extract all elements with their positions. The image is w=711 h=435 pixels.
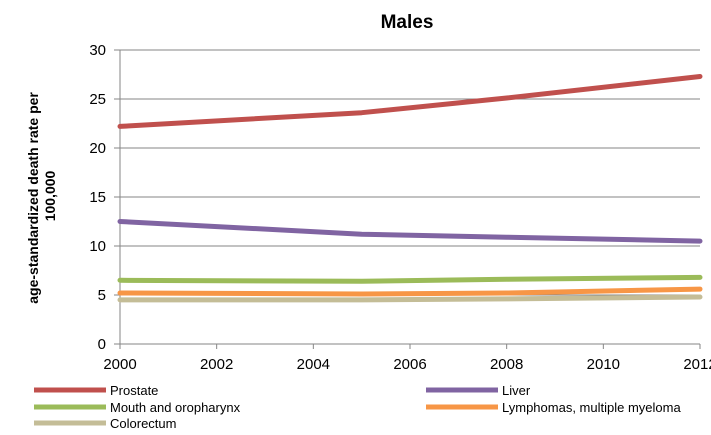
y-tick-label: 0: [98, 336, 106, 353]
series-line-mouth-and-oropharynx: [117, 274, 703, 284]
legend-label-colorectum: Colorectum: [110, 416, 176, 431]
series-line-lymphomas-multiple-myeloma: [117, 286, 703, 297]
x-tick-label: 2008: [490, 356, 523, 373]
axes: [114, 49, 701, 349]
legend-label-prostate: Prostate: [110, 383, 158, 398]
x-tick-label: 2006: [393, 356, 426, 373]
series-line-liver: [117, 219, 703, 244]
y-axis-label-line-2: 100,000: [42, 170, 58, 221]
x-tick-labels: 2000 2002 2004 2006 2008 2010 2012: [103, 356, 711, 373]
series-line-colorectum: [117, 294, 703, 303]
legend-label-liver: Liver: [502, 383, 531, 398]
series-lines: [117, 74, 703, 303]
series-line-prostate: [117, 74, 703, 129]
y-axis-label: age-standardized death rate per 100,000: [25, 88, 58, 304]
legend-label-mouth-and-oropharynx: Mouth and oropharynx: [110, 400, 241, 415]
y-tick-labels: 0 5 10 15 20 25 30: [89, 42, 106, 353]
y-tick-label: 30: [89, 42, 106, 59]
y-tick-label: 15: [89, 189, 106, 206]
y-tick-label: 5: [98, 287, 106, 304]
y-tick-label: 10: [89, 238, 106, 255]
x-tick-label: 2000: [103, 356, 136, 373]
y-tick-label: 25: [89, 91, 106, 108]
x-tick-label: 2012: [683, 356, 711, 373]
legend: Prostate Liver Mouth and oropharynx Lymphom…: [34, 383, 681, 431]
x-tick-label: 2010: [587, 356, 620, 373]
legend-label-lymphomas-multiple-myeloma: Lymphomas, multiple myeloma: [502, 400, 681, 415]
x-tick-label: 2004: [297, 356, 330, 373]
gridlines: [120, 49, 700, 296]
y-axis-label-line-1: age-standardized death rate per: [25, 92, 41, 304]
x-tick-label: 2002: [200, 356, 233, 373]
y-tick-label: 20: [89, 140, 106, 157]
chart-title: Males: [381, 12, 434, 33]
